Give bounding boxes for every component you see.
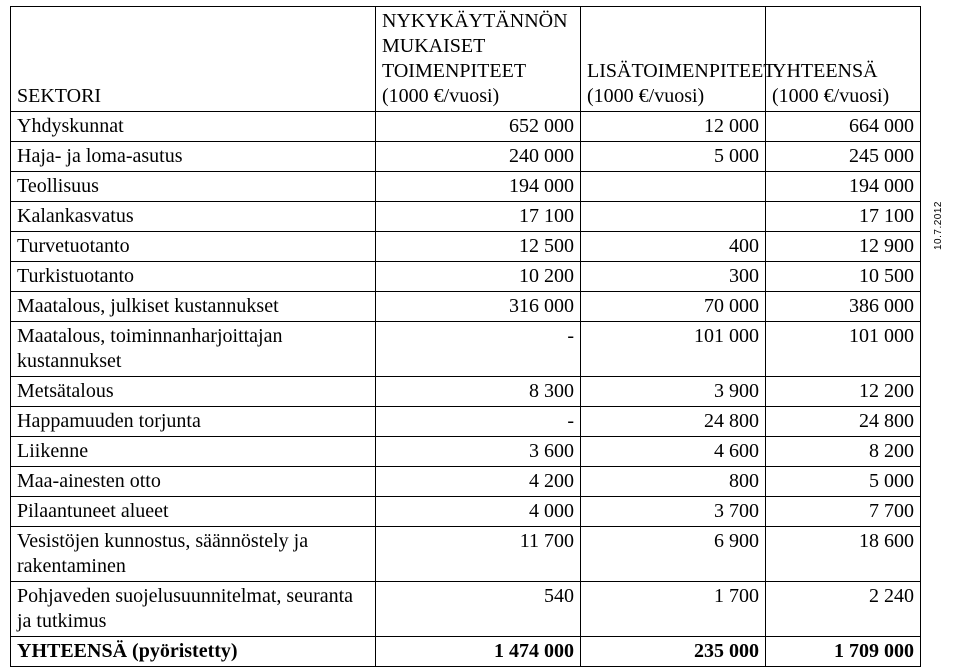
row-value-col1: 652 000 (376, 112, 581, 142)
header-col1-l2: MUKAISET (382, 35, 485, 57)
row-value-col1: 11 700 (376, 527, 581, 582)
table-row: Metsätalous8 3003 90012 200 (11, 377, 921, 407)
header-col3-l2: (1000 €/vuosi) (772, 85, 889, 107)
row-label: Metsätalous (11, 377, 376, 407)
row-value-col2: 6 900 (581, 527, 766, 582)
row-value-col1: 240 000 (376, 142, 581, 172)
row-label: Kalankasvatus (11, 202, 376, 232)
row-value-col2: 4 600 (581, 437, 766, 467)
row-label: Maa-ainesten otto (11, 467, 376, 497)
row-value-col3: 7 700 (766, 497, 921, 527)
row-value-col3: 194 000 (766, 172, 921, 202)
row-label: Turvetuotanto (11, 232, 376, 262)
row-label: Pilaantuneet alueet (11, 497, 376, 527)
row-label: Maatalous, julkiset kustannukset (11, 292, 376, 322)
total-value: 1 709 000 (766, 637, 921, 667)
row-value-col2: 101 000 (581, 322, 766, 377)
total-value: 1 474 000 (376, 637, 581, 667)
row-value-col3: 8 200 (766, 437, 921, 467)
table-row: Kalankasvatus17 10017 100 (11, 202, 921, 232)
row-value-col2: 5 000 (581, 142, 766, 172)
row-value-col3: 10 500 (766, 262, 921, 292)
row-value-col1: - (376, 407, 581, 437)
row-label: Maatalous, toiminnanharjoittajan kustann… (11, 322, 376, 377)
row-value-col3: 101 000 (766, 322, 921, 377)
row-value-col1: 4 000 (376, 497, 581, 527)
row-label: Vesistöjen kunnostus, säännöstely ja rak… (11, 527, 376, 582)
header-sektori-text: SEKTORI (17, 85, 101, 107)
header-sektori: SEKTORI (11, 7, 376, 112)
row-value-col3: 2 240 (766, 582, 921, 637)
row-value-col3: 5 000 (766, 467, 921, 497)
total-value: 235 000 (581, 637, 766, 667)
row-value-col1: 540 (376, 582, 581, 637)
row-value-col3: 24 800 (766, 407, 921, 437)
header-col2-l2: (1000 €/vuosi) (587, 85, 704, 107)
row-label: Teollisuus (11, 172, 376, 202)
row-value-col3: 245 000 (766, 142, 921, 172)
table-row: Maatalous, julkiset kustannukset316 0007… (11, 292, 921, 322)
row-value-col1: 316 000 (376, 292, 581, 322)
table-row: Turkistuotanto10 20030010 500 (11, 262, 921, 292)
header-col3-l1: YHTEENSÄ (772, 60, 878, 82)
row-label: Pohjaveden suojelusuunnitelmat, seuranta… (11, 582, 376, 637)
row-value-col3: 12 200 (766, 377, 921, 407)
row-label: Yhdyskunnat (11, 112, 376, 142)
row-value-col3: 386 000 (766, 292, 921, 322)
row-value-col3: 18 600 (766, 527, 921, 582)
row-value-col2: 12 000 (581, 112, 766, 142)
row-label: Turkistuotanto (11, 262, 376, 292)
row-value-col2: 1 700 (581, 582, 766, 637)
row-label: Haja- ja loma-asutus (11, 142, 376, 172)
table-row: Pilaantuneet alueet4 0003 7007 700 (11, 497, 921, 527)
row-value-col3: 12 900 (766, 232, 921, 262)
row-value-col1: 8 300 (376, 377, 581, 407)
row-label: Liikenne (11, 437, 376, 467)
data-table: SEKTORI NYKYKÄYTÄNNÖN MUKAISET TOIMENPIT… (10, 6, 921, 667)
row-value-col1: 17 100 (376, 202, 581, 232)
row-label: Happamuuden torjunta (11, 407, 376, 437)
row-value-col1: 3 600 (376, 437, 581, 467)
row-value-col1: 10 200 (376, 262, 581, 292)
row-value-col1: 4 200 (376, 467, 581, 497)
header-col3: YHTEENSÄ (1000 €/vuosi) (766, 7, 921, 112)
header-row: SEKTORI NYKYKÄYTÄNNÖN MUKAISET TOIMENPIT… (11, 7, 921, 112)
row-value-col2: 70 000 (581, 292, 766, 322)
table-row: Happamuuden torjunta-24 80024 800 (11, 407, 921, 437)
row-value-col3: 664 000 (766, 112, 921, 142)
table-container: SEKTORI NYKYKÄYTÄNNÖN MUKAISET TOIMENPIT… (10, 6, 920, 667)
side-date-note: 10.7.2012 (933, 201, 944, 250)
header-col1-l4: (1000 €/vuosi) (382, 85, 499, 107)
row-value-col2: 24 800 (581, 407, 766, 437)
table-row: Teollisuus194 000194 000 (11, 172, 921, 202)
row-value-col1: 194 000 (376, 172, 581, 202)
header-col1-l1: NYKYKÄYTÄNNÖN (382, 10, 568, 32)
row-value-col3: 17 100 (766, 202, 921, 232)
header-col1-l3: TOIMENPITEET (382, 60, 526, 82)
table-row: Yhdyskunnat652 00012 000664 000 (11, 112, 921, 142)
table-row: Vesistöjen kunnostus, säännöstely ja rak… (11, 527, 921, 582)
table-row: Pohjaveden suojelusuunnitelmat, seuranta… (11, 582, 921, 637)
total-label: YHTEENSÄ (pyöristetty) (11, 637, 376, 667)
table-row: Maa-ainesten otto4 2008005 000 (11, 467, 921, 497)
header-col2-l1: LISÄTOIMENPITEET (587, 60, 776, 82)
row-value-col1: - (376, 322, 581, 377)
row-value-col2: 3 900 (581, 377, 766, 407)
table-row: Maatalous, toiminnanharjoittajan kustann… (11, 322, 921, 377)
row-value-col2: 400 (581, 232, 766, 262)
table-row: Haja- ja loma-asutus240 0005 000245 000 (11, 142, 921, 172)
table-row: Turvetuotanto12 50040012 900 (11, 232, 921, 262)
row-value-col2 (581, 172, 766, 202)
table-row: Liikenne3 6004 6008 200 (11, 437, 921, 467)
header-col1: NYKYKÄYTÄNNÖN MUKAISET TOIMENPITEET (100… (376, 7, 581, 112)
row-value-col2 (581, 202, 766, 232)
header-col2: LISÄTOIMENPITEET (1000 €/vuosi) (581, 7, 766, 112)
row-value-col2: 3 700 (581, 497, 766, 527)
row-value-col2: 300 (581, 262, 766, 292)
row-value-col2: 800 (581, 467, 766, 497)
row-value-col1: 12 500 (376, 232, 581, 262)
total-row: YHTEENSÄ (pyöristetty)1 474 000235 0001 … (11, 637, 921, 667)
